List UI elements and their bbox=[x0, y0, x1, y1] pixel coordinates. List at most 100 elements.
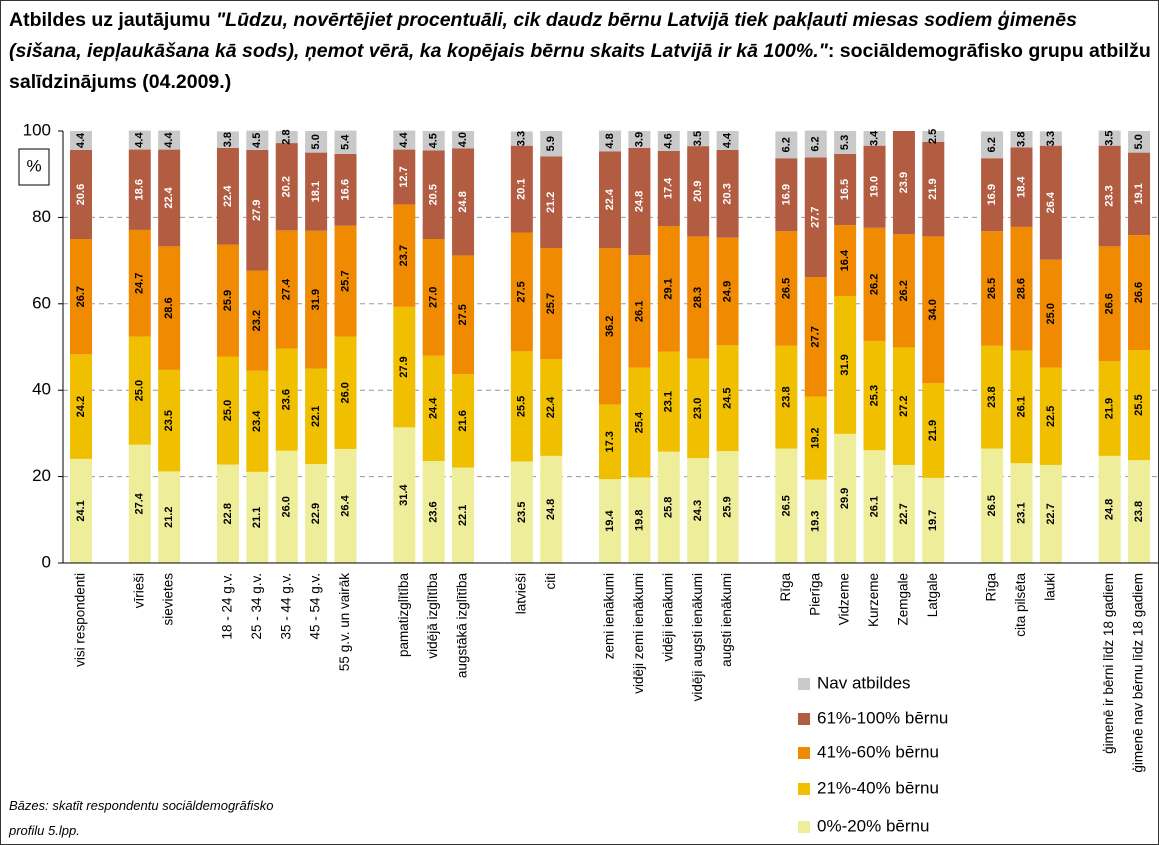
data-label: 12.7 bbox=[398, 166, 410, 187]
bar-segment bbox=[628, 131, 651, 148]
bar-segment bbox=[1039, 367, 1062, 465]
bar-segment bbox=[1039, 259, 1062, 368]
x-tick-label: Rīga bbox=[778, 573, 793, 602]
bar-segment bbox=[657, 451, 680, 563]
data-label: 19.8 bbox=[633, 510, 645, 531]
bar-segment bbox=[70, 131, 92, 151]
bar-segment bbox=[246, 150, 269, 271]
data-label: 3.3 bbox=[1045, 131, 1057, 146]
data-label: 24.9 bbox=[721, 281, 733, 302]
bar-segment bbox=[216, 147, 239, 245]
bar-segment bbox=[1010, 131, 1033, 148]
data-label: 26.5 bbox=[780, 278, 792, 299]
bar-segment bbox=[452, 131, 475, 149]
data-label: 18.1 bbox=[310, 181, 322, 202]
data-label: 23.3 bbox=[1104, 185, 1116, 206]
data-label: 20.6 bbox=[75, 184, 87, 205]
bar-segment bbox=[128, 149, 151, 230]
x-tick-label: 18 - 24 g.v. bbox=[220, 573, 235, 640]
bar-segment bbox=[334, 225, 357, 337]
y-tick-label: 100 bbox=[23, 120, 51, 139]
data-label: 6.2 bbox=[810, 136, 822, 151]
data-label: 22.4 bbox=[163, 186, 175, 208]
legend-label: Nav atbildes bbox=[817, 673, 911, 692]
legend-label: 61%-100% bērnu bbox=[817, 708, 948, 727]
bar-segment bbox=[510, 145, 533, 233]
data-label: 22.5 bbox=[1045, 406, 1057, 427]
bar-segment bbox=[540, 131, 563, 157]
bar-segment bbox=[393, 130, 416, 150]
data-label: 17.3 bbox=[604, 431, 616, 452]
bar-segment bbox=[599, 130, 622, 152]
bar-segment bbox=[275, 143, 298, 231]
data-label: 2.5 bbox=[927, 129, 939, 144]
data-label: 25.7 bbox=[545, 293, 557, 314]
data-label: 23.8 bbox=[1133, 501, 1145, 522]
data-label: 16.9 bbox=[986, 184, 998, 205]
bar-segment bbox=[981, 448, 1004, 563]
data-label: 27.7 bbox=[810, 326, 822, 347]
data-label: 27.4 bbox=[281, 278, 293, 300]
x-tick-label: vīrieši bbox=[131, 573, 146, 608]
data-label: 24.8 bbox=[457, 191, 469, 212]
x-tick-label: Kurzeme bbox=[866, 573, 881, 627]
x-tick-label: cita pilsēta bbox=[1013, 573, 1028, 637]
y-tick-label: 80 bbox=[32, 207, 51, 226]
data-label: 4.4 bbox=[75, 132, 87, 148]
bar-segment bbox=[599, 404, 622, 480]
data-label: 25.9 bbox=[721, 496, 733, 517]
data-label: 26.6 bbox=[1104, 293, 1116, 314]
data-label: 22.1 bbox=[310, 406, 322, 427]
bar-segment bbox=[863, 227, 886, 341]
y-tick-label: 0 bbox=[42, 552, 51, 571]
bar-segment bbox=[892, 131, 915, 235]
data-label: 21.2 bbox=[163, 506, 175, 527]
data-label: 25.0 bbox=[222, 400, 234, 421]
data-label: 21.1 bbox=[251, 507, 263, 528]
data-label: 22.9 bbox=[310, 503, 322, 524]
data-label: 21.9 bbox=[1104, 398, 1116, 419]
bar-segment bbox=[1098, 145, 1121, 247]
bar-segment bbox=[1128, 350, 1151, 461]
bar-segment bbox=[1128, 460, 1151, 563]
x-tick-label: Rīga bbox=[984, 573, 999, 602]
bar-segment bbox=[1010, 226, 1033, 351]
data-label: 3.8 bbox=[222, 132, 234, 147]
bar-segment bbox=[834, 153, 857, 226]
data-label: 28.6 bbox=[163, 297, 175, 318]
bar-segment bbox=[540, 455, 563, 563]
x-tick-label: citi bbox=[543, 573, 558, 590]
data-label: 5.0 bbox=[310, 134, 322, 149]
bar-segment bbox=[981, 345, 1004, 449]
data-label: 27.7 bbox=[810, 206, 822, 227]
data-label: 36.2 bbox=[604, 316, 616, 337]
bar-segment bbox=[305, 152, 328, 231]
bar-segment bbox=[70, 239, 92, 355]
bar-segment bbox=[1098, 361, 1121, 456]
data-label: 4.4 bbox=[398, 132, 410, 148]
data-label: 26.1 bbox=[633, 301, 645, 322]
data-label: 23.6 bbox=[428, 501, 440, 522]
bar-segment bbox=[422, 131, 445, 151]
data-label: 24.3 bbox=[692, 500, 704, 521]
bar-segment bbox=[863, 145, 886, 228]
data-label: 16.6 bbox=[339, 179, 351, 200]
data-label: 27.9 bbox=[251, 200, 263, 221]
data-label: 26.7 bbox=[75, 286, 87, 307]
bar-segment bbox=[628, 367, 651, 478]
data-label: 18.6 bbox=[134, 179, 146, 200]
bar-segment bbox=[422, 355, 445, 462]
x-tick-label: Pierīga bbox=[807, 573, 822, 616]
legend-swatch bbox=[798, 678, 810, 690]
data-label: 19.0 bbox=[868, 176, 880, 197]
data-label: 21.2 bbox=[545, 192, 557, 213]
data-label: 3.4 bbox=[868, 130, 880, 146]
data-label: 23.1 bbox=[663, 391, 675, 412]
chart-title: Atbildes uz jautājumu "Lūdzu, novērtējie… bbox=[9, 5, 1154, 98]
bar-segment bbox=[863, 131, 886, 146]
data-label: 20.2 bbox=[281, 176, 293, 197]
data-label: 25.4 bbox=[633, 411, 645, 433]
bar-segment bbox=[275, 450, 298, 563]
data-label: 25.7 bbox=[339, 270, 351, 291]
data-label: 27.4 bbox=[134, 492, 146, 514]
